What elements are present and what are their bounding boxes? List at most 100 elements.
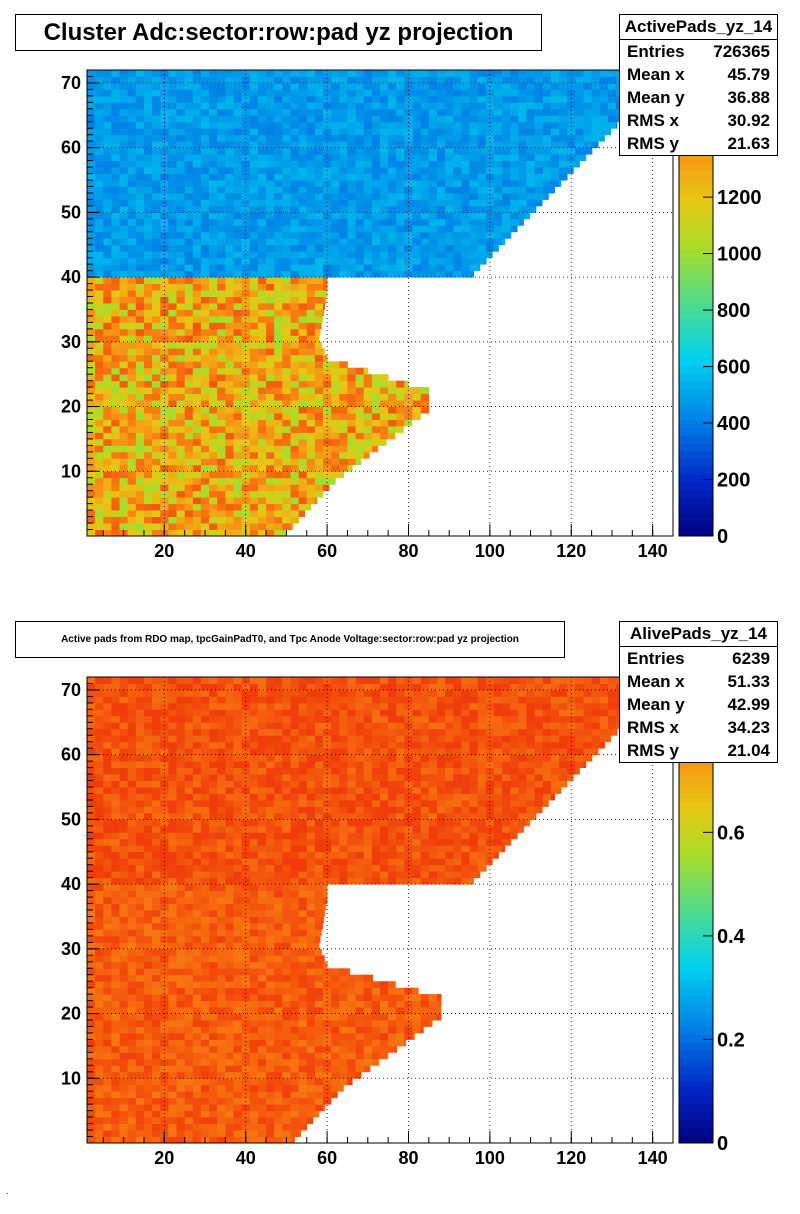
heatmap-cell — [420, 218, 430, 226]
heatmap-cell — [233, 393, 242, 401]
heatmap-cell — [103, 858, 112, 866]
heatmap-cell — [314, 270, 324, 278]
heatmap-cell — [274, 89, 283, 97]
heatmap-cell — [184, 141, 194, 149]
heatmap-cell — [233, 180, 242, 187]
heatmap-cell — [95, 76, 104, 84]
heatmap-cell — [103, 942, 112, 950]
heatmap-cell — [95, 890, 104, 898]
heatmap-cell — [176, 903, 185, 911]
heatmap-cell — [257, 406, 267, 414]
heatmap-cell — [209, 413, 218, 420]
heatmap-cell — [461, 173, 470, 181]
heatmap-cell — [209, 322, 218, 330]
heatmap-cell — [453, 147, 462, 155]
heatmap-cell — [168, 987, 177, 995]
heatmap-cell — [396, 1033, 405, 1040]
heatmap-cell — [152, 128, 161, 136]
heatmap-cell — [306, 205, 316, 213]
heatmap-cell — [274, 1052, 283, 1060]
heatmap-cell — [404, 205, 413, 213]
heatmap-cell — [404, 128, 413, 136]
heatmap-cell — [200, 948, 210, 956]
heatmap-cell — [306, 961, 316, 969]
heatmap-cell — [192, 257, 202, 265]
heatmap-cell — [233, 464, 242, 472]
heatmap-cell — [282, 1045, 291, 1053]
heatmap-cell — [412, 270, 422, 278]
heatmap-cell — [103, 948, 112, 956]
heatmap-cell — [298, 1007, 308, 1014]
heatmap-cell — [233, 141, 242, 149]
palette-swatch — [679, 326, 713, 335]
heatmap-cell — [274, 529, 283, 537]
heatmap-cell — [290, 413, 299, 420]
heatmap-cell — [290, 1130, 299, 1137]
heatmap-cell — [477, 871, 481, 879]
heatmap-cell — [510, 186, 519, 194]
heatmap-cell — [127, 419, 137, 427]
heatmap-cell — [445, 180, 454, 187]
heatmap-cell — [502, 141, 511, 149]
heatmap-cell — [298, 1045, 308, 1053]
heatmap-cell — [192, 354, 202, 362]
heatmap-cell — [249, 1033, 259, 1040]
heatmap-cell — [363, 154, 373, 161]
heatmap-cell — [306, 257, 316, 265]
heatmap-cell — [233, 916, 242, 924]
heatmap-cell — [168, 1065, 177, 1073]
heatmap-cell — [225, 322, 234, 330]
heatmap-cell — [184, 451, 194, 459]
heatmap-cell — [534, 95, 544, 103]
palette-swatch — [679, 256, 713, 265]
heatmap-cell — [160, 102, 169, 110]
heatmap-cell — [200, 942, 210, 950]
heatmap-cell — [437, 128, 446, 136]
heatmap-cell — [567, 147, 576, 155]
heatmap-cell — [404, 244, 413, 252]
heatmap-cell — [111, 464, 120, 472]
heatmap-cell — [87, 283, 96, 291]
heatmap-cell — [437, 121, 446, 129]
heatmap-cell — [355, 1065, 365, 1073]
heatmap-cell — [461, 141, 470, 149]
heatmap-cell — [152, 413, 161, 420]
heatmap-cell — [388, 419, 397, 427]
heatmap-cell — [306, 1091, 316, 1099]
heatmap-cell — [314, 244, 324, 252]
heatmap-cell — [209, 380, 218, 388]
heatmap-cell — [119, 257, 129, 265]
x-tick-label: 120 — [556, 541, 586, 561]
heatmap-cell — [331, 1065, 340, 1073]
heatmap-cell — [355, 1033, 365, 1040]
heatmap-cell — [290, 1052, 299, 1060]
heatmap-cell — [412, 141, 422, 149]
heatmap-cell — [437, 180, 446, 187]
heatmap-cell — [339, 981, 348, 989]
heatmap-cell — [298, 341, 308, 349]
heatmap-cell — [298, 477, 308, 485]
heatmap-cell — [168, 335, 177, 343]
heatmap-cell — [184, 961, 194, 969]
heatmap-cell — [437, 115, 446, 123]
heatmap-cell — [298, 910, 308, 917]
heatmap-cell — [266, 121, 275, 129]
heatmap-cell — [347, 154, 356, 161]
heatmap-cell — [217, 231, 226, 239]
heatmap-cell — [339, 1000, 348, 1008]
heatmap-cell — [306, 121, 316, 129]
heatmap-cell — [127, 180, 137, 187]
heatmap-cell — [87, 987, 96, 995]
heatmap-cell — [249, 70, 259, 77]
heatmap-cell — [176, 367, 185, 375]
heatmap-cell — [144, 231, 153, 239]
heatmap-cell — [200, 82, 210, 90]
heatmap-cell — [225, 916, 234, 924]
heatmap-cell — [225, 413, 234, 420]
heatmap-cell — [119, 1097, 129, 1105]
heatmap-cell — [355, 413, 365, 420]
heatmap-cell — [257, 490, 267, 498]
heatmap-cell — [217, 354, 226, 362]
heatmap-cell — [225, 458, 234, 466]
heatmap-cell — [119, 296, 129, 304]
